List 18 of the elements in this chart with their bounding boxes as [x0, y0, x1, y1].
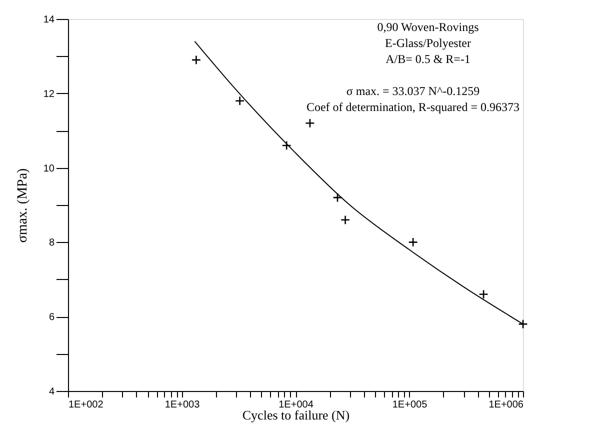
x-tick-label: 1E+005: [392, 400, 428, 410]
y-tick-label: 4: [48, 386, 55, 398]
y-tick-label: 10: [43, 163, 55, 174]
annotation: A/B= 0.5 & R=-1: [386, 52, 470, 66]
annotation: Coef of determination, R-squared = 0.96373: [306, 100, 520, 114]
y-tick-label: 14: [43, 14, 55, 26]
annotation: 0,90 Woven-Rovings: [377, 20, 480, 34]
x-axis-title: Cycles to failure (N): [242, 408, 350, 422]
annotation: E-Glass/Polyester: [385, 36, 471, 50]
y-tick-label: 8: [48, 238, 55, 249]
annotation: σ max. = 33.037 N^-0.1259: [346, 84, 480, 98]
y-axis-title: σmax. (MPa): [15, 168, 30, 243]
x-tick-label: 1E+002: [68, 400, 104, 410]
x-tick-label: 1E+003: [164, 400, 200, 410]
y-tick-label: 6: [48, 312, 55, 324]
x-tick-label: 1E+006: [488, 400, 524, 410]
x-tick-label: 1E+004: [278, 400, 314, 410]
y-tick-label: 12: [43, 88, 55, 100]
